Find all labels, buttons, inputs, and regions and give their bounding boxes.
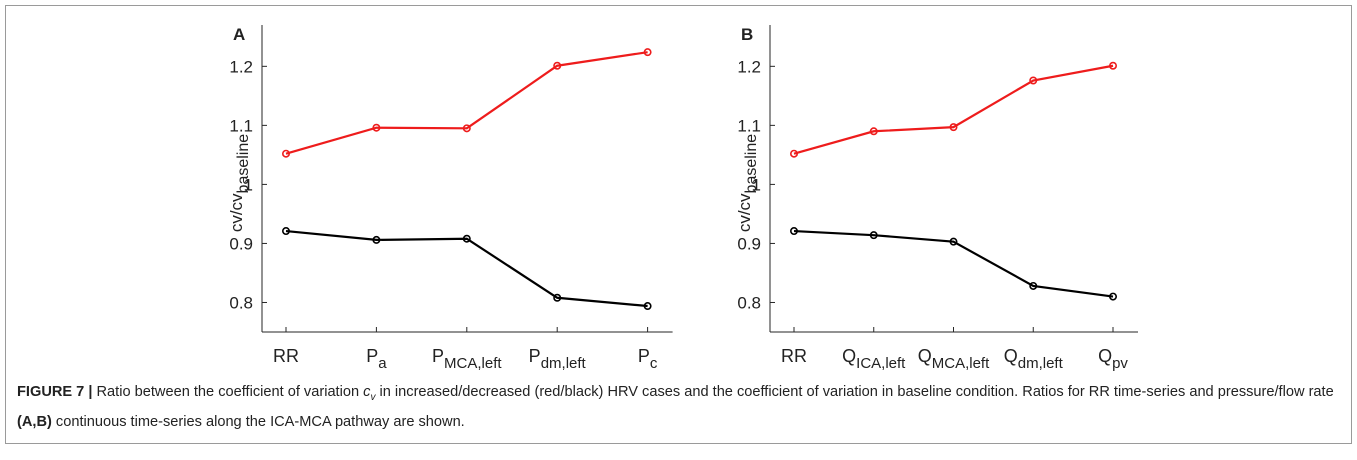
x-tick-label-main: Q xyxy=(1098,346,1112,366)
x-tick-label-sub: dm,left xyxy=(1018,355,1064,372)
y-tick-label: 1.1 xyxy=(737,116,761,135)
x-tick-label: Pc xyxy=(638,346,658,372)
caption: FIGURE 7 | Ratio between the coefficient… xyxy=(17,380,1342,434)
x-tick-label: RR xyxy=(781,346,807,366)
y-tick-label: 0.9 xyxy=(737,234,761,253)
point xyxy=(281,149,290,158)
point xyxy=(462,234,471,243)
line xyxy=(285,229,648,308)
y-tick-label: 1.1 xyxy=(229,116,253,135)
y-tick-label: 1 xyxy=(244,175,253,194)
point xyxy=(1029,281,1038,290)
caption-symbol: c xyxy=(363,384,371,400)
x-tick-label: QMCA,left xyxy=(918,346,990,372)
point xyxy=(281,227,290,236)
caption-panels: (A,B) xyxy=(17,413,52,430)
x-tick-label: Qpv xyxy=(1098,346,1128,372)
x-tick-label-sub: MCA,left xyxy=(932,355,990,372)
y-axis-label-main: cv/cv xyxy=(227,193,246,232)
line xyxy=(285,51,648,155)
x-tick-label: RR xyxy=(273,346,299,366)
x-tick-label: Qdm,left xyxy=(1004,346,1064,372)
point xyxy=(789,227,798,236)
caption-text: in increased/decreased (red/black) HRV c… xyxy=(375,384,1334,400)
line xyxy=(793,64,1114,155)
point xyxy=(462,124,471,133)
point xyxy=(553,61,562,70)
panel-label: B xyxy=(741,25,753,44)
caption-symbol-sub: v xyxy=(370,391,376,403)
frame xyxy=(5,5,1352,444)
x-tick-label: Pa xyxy=(366,346,387,372)
y-axis-label: cv/cvbaseline xyxy=(227,134,252,232)
x-tick-label-sub: dm,left xyxy=(541,355,587,372)
panel-label: A xyxy=(233,25,245,44)
x-tick-label-sub: a xyxy=(378,355,387,372)
y-tick-label: 0.8 xyxy=(229,293,253,312)
point xyxy=(869,127,878,136)
x-tick-label-sub: MCA,left xyxy=(444,355,502,372)
point xyxy=(372,123,381,132)
y-axis-label-sub: baseline xyxy=(235,134,252,194)
x-tick-label-main: RR xyxy=(273,346,299,366)
point xyxy=(789,149,798,158)
line xyxy=(793,229,1114,298)
caption-label: FIGURE 7 | xyxy=(17,384,93,400)
x-tick-label-sub: ICA,left xyxy=(856,355,906,372)
x-tick-label-main: P xyxy=(638,346,650,366)
y-tick-label: 1.2 xyxy=(737,57,761,76)
caption-text: Ratio between the coefficient of variati… xyxy=(92,384,364,400)
y-axis-label: cv/cvbaseline xyxy=(735,134,760,232)
x-tick-label-main: P xyxy=(366,346,378,366)
point xyxy=(643,302,652,311)
point xyxy=(949,123,958,132)
x-tick-label-main: P xyxy=(529,346,541,366)
y-axis-label-sub: baseline xyxy=(743,134,760,194)
x-tick-label-sub: pv xyxy=(1112,355,1128,372)
point xyxy=(1109,292,1118,301)
x-tick-label-main: P xyxy=(432,346,444,366)
x-tick-label-main: Q xyxy=(1004,346,1018,366)
x-tick-label: PMCA,left xyxy=(432,346,502,372)
y-tick-label: 0.8 xyxy=(737,293,761,312)
point xyxy=(1109,61,1118,70)
caption-text: continuous time-series along the ICA-MCA… xyxy=(51,413,465,430)
point xyxy=(553,293,562,302)
x-tick-label-main: Q xyxy=(842,346,856,366)
x-tick-label: Pdm,left xyxy=(529,346,587,372)
point xyxy=(643,48,652,57)
x-tick-label-main: RR xyxy=(781,346,807,366)
y-tick-label: 0.9 xyxy=(229,234,253,253)
x-tick-label-sub: c xyxy=(650,355,658,372)
point xyxy=(372,235,381,244)
point xyxy=(1029,76,1038,85)
y-tick-label: 1.2 xyxy=(229,57,253,76)
point xyxy=(949,237,958,246)
y-axis-label-main: cv/cv xyxy=(735,193,754,232)
point xyxy=(869,231,878,240)
y-tick-label: 1 xyxy=(752,175,761,194)
x-tick-label: QICA,left xyxy=(842,346,906,372)
x-tick-label-main: Q xyxy=(918,346,932,366)
